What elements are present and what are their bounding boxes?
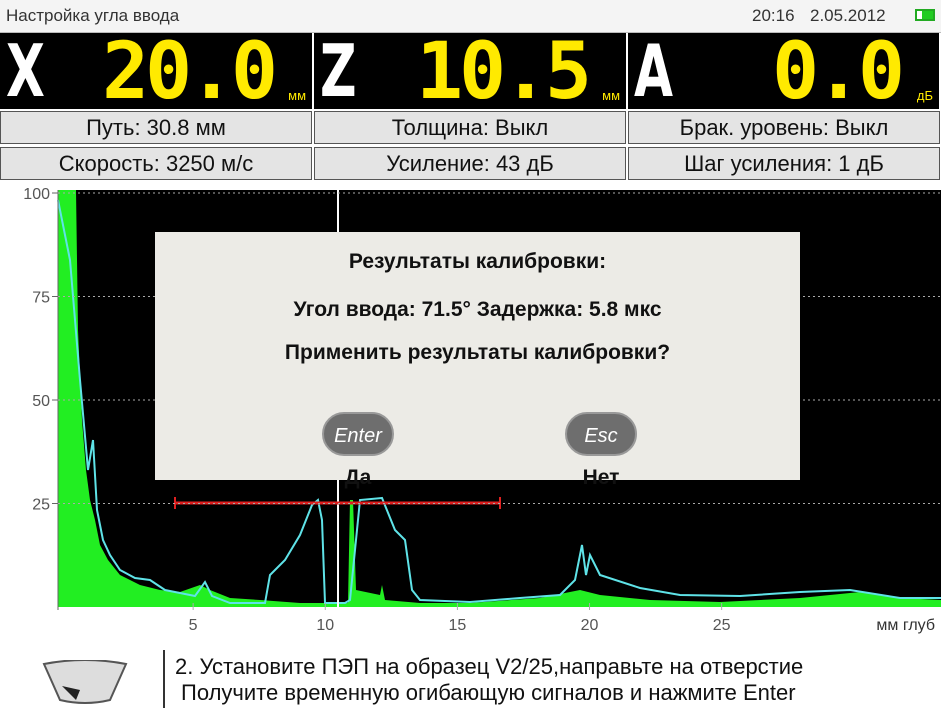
y-tick-label: 100 (23, 186, 50, 203)
dialog-title: Результаты калибровки: (348, 250, 607, 273)
x-tick-label: 15 (448, 617, 466, 634)
readout-value: 10.5 (416, 27, 592, 117)
parameter: Толщина: Выкл (314, 111, 626, 144)
calibration-dialog: Результаты калибровки: Угол ввода: 71.5°… (155, 232, 800, 489)
readout-unit: мм (602, 88, 620, 103)
screen-title: Настройка угла ввода (6, 6, 180, 25)
dialog-result: Угол ввода: 71.5° Задержка: 5.8 мкс (293, 298, 662, 321)
parameter: Шаг усиления: 1 дБ (628, 147, 940, 180)
hint-line: 2. Установите ПЭП на образец V2/25,напра… (175, 654, 804, 679)
hint-line: Получите временную огибающую сигналов и … (181, 680, 796, 705)
readout-value: 20.0 (102, 27, 278, 117)
battery-icon (915, 9, 935, 21)
dialog-question: Применить результаты калибровки? (284, 341, 671, 364)
esc-key[interactable]: Esc (565, 412, 637, 456)
y-tick-label: 75 (32, 290, 50, 307)
y-tick-label: 50 (32, 393, 50, 410)
status-bar: Настройка угла ввода 20:16 2.05.2012 (0, 0, 941, 33)
readout-unit: дБ (916, 88, 933, 103)
x-tick-label: 10 (316, 617, 334, 634)
hint: 2. Установите ПЭП на образец V2/25,напра… (175, 654, 803, 706)
envelope-trace (57, 199, 941, 604)
no-label[interactable]: Нет (582, 466, 620, 489)
parameter: Усиление: 43 дБ (314, 147, 626, 180)
readout: A 0.0 дБ (628, 27, 939, 117)
x-tick-label: 20 (581, 617, 599, 634)
readout-letter: A (634, 29, 674, 113)
x-tick-label: 25 (713, 617, 731, 634)
readout: X 20.0 мм (0, 27, 312, 117)
probe-icon (42, 660, 128, 704)
y-tick-label: 25 (32, 497, 50, 514)
parameter: Брак. уровень: Выкл (628, 111, 940, 144)
readout-letter: Z (320, 29, 357, 113)
readout-letter: X (6, 29, 45, 113)
x-tick-label: 5 (189, 617, 198, 634)
parameter: Путь: 30.8 мм (0, 111, 312, 144)
date: 2.05.2012 (810, 6, 886, 25)
enter-key[interactable]: Enter (322, 412, 394, 456)
readout-unit: мм (288, 88, 306, 103)
readout: Z 10.5 мм (314, 27, 626, 117)
yes-label[interactable]: Да (344, 466, 372, 489)
x-axis-label: мм глуб (876, 617, 935, 634)
time: 20:16 (752, 6, 795, 25)
parameter: Скорость: 3250 м/с (0, 147, 312, 180)
divider (163, 650, 165, 708)
readout-value: 0.0 (772, 27, 905, 117)
